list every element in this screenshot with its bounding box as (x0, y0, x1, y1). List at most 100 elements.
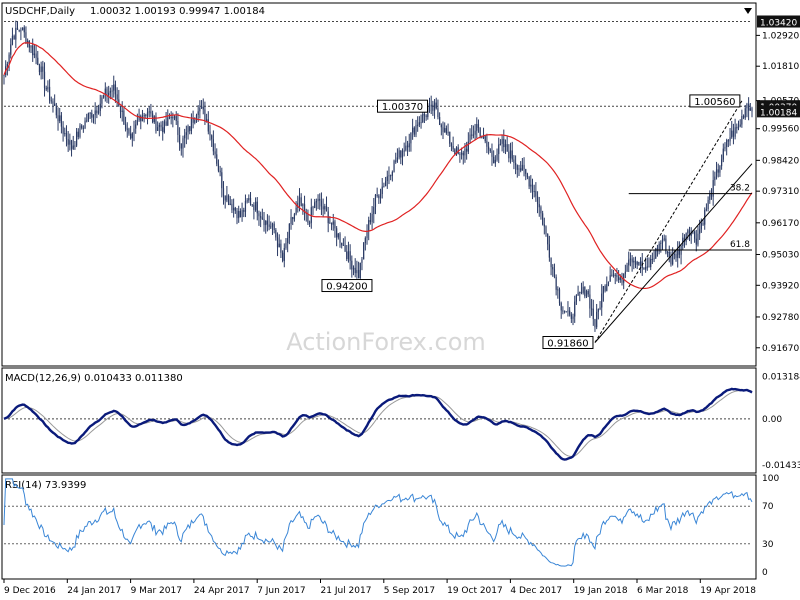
candle-body (271, 223, 274, 227)
candle-body (209, 131, 211, 136)
candle-body (417, 124, 419, 126)
candle-body (233, 207, 235, 211)
candle-body (427, 110, 429, 118)
candle-body (401, 150, 404, 158)
candle-body (148, 111, 150, 113)
candle-body (206, 119, 208, 121)
candle-body (199, 107, 201, 112)
candle-body (374, 194, 377, 207)
candle-body (751, 108, 753, 112)
candle-body (590, 308, 593, 310)
candle-body (329, 222, 331, 224)
candle-body (339, 233, 341, 243)
candle-body (309, 222, 311, 224)
candle-body (192, 118, 194, 123)
candle-body (366, 231, 368, 238)
candle-body (736, 127, 738, 129)
candle-body (688, 230, 691, 237)
candle-body (356, 270, 358, 274)
candle-body (60, 115, 63, 127)
candle-body (287, 238, 289, 244)
candle-body (709, 193, 711, 201)
candle-body (506, 144, 508, 152)
candle-body (222, 188, 225, 196)
candle-body (423, 114, 426, 116)
candle-body (707, 200, 709, 209)
candle-body (101, 97, 103, 104)
candle-body (509, 150, 512, 159)
candle-body (121, 110, 123, 112)
candle-body (204, 109, 206, 121)
candle-body (251, 204, 253, 206)
candle-body (606, 284, 608, 291)
x-axis-label: 7 Jun 2017 (257, 586, 305, 596)
candle-body (596, 311, 598, 328)
annotation-label: 0.91860 (547, 339, 588, 350)
candle-body (337, 233, 339, 238)
candle-body (111, 90, 113, 92)
price-axis-label: 1.02920 (762, 31, 799, 41)
candle-body (361, 259, 363, 263)
candle-body (570, 314, 572, 319)
candle-body (128, 128, 130, 134)
candle-body (246, 200, 248, 202)
candle-body (574, 301, 576, 317)
candle-body (303, 204, 306, 213)
candle-body (261, 217, 263, 219)
x-axis-label: 4 Dec 2017 (510, 586, 562, 596)
price-badge-label: 1.03420 (760, 18, 797, 28)
candle-body (70, 140, 73, 149)
candle-body (55, 105, 57, 116)
candle-body (479, 127, 481, 138)
candle-body (418, 122, 420, 125)
candle-body (472, 134, 474, 136)
macd-axis-label: -0.014335 (762, 461, 800, 471)
candle-body (651, 258, 653, 260)
candle-body (462, 152, 464, 156)
candle-body (447, 131, 449, 134)
candle-body (238, 211, 240, 219)
candle-body (445, 128, 447, 134)
candle-body (290, 217, 292, 224)
candle-body (531, 184, 534, 192)
candle-body (359, 262, 361, 279)
candle-body (77, 131, 79, 137)
candle-body (249, 198, 252, 205)
rsi-line (3, 478, 753, 567)
x-axis-label: 19 Jan 2018 (574, 586, 628, 596)
candle-body (609, 275, 611, 282)
x-axis-label: 24 Jan 2017 (67, 586, 121, 596)
candle-body (452, 146, 454, 150)
candle-body (157, 127, 159, 131)
candle-body (442, 127, 444, 133)
candle-body (266, 220, 269, 225)
chevron-down-icon[interactable] (744, 8, 752, 14)
candle-body (668, 252, 670, 258)
candle-body (623, 273, 625, 283)
candle-body (288, 223, 290, 239)
candle-body (467, 141, 469, 152)
macd-line (3, 387, 753, 461)
candle-body (307, 213, 309, 223)
candle-body (155, 116, 157, 131)
candle-body (256, 201, 258, 214)
candle-body (494, 159, 496, 164)
candle-body (594, 319, 596, 328)
candle-body (319, 198, 321, 201)
candle-body (84, 120, 86, 129)
candle-body (62, 126, 64, 134)
candle-body (666, 252, 669, 254)
candle-body (665, 238, 667, 253)
candle-body (499, 143, 502, 145)
rsi-axis-label: 70 (762, 502, 774, 512)
candle-body (503, 138, 505, 148)
candle-body (428, 106, 431, 111)
candle-body (516, 165, 518, 170)
candle-body (363, 242, 365, 260)
candle-body (278, 243, 280, 248)
candle-body (655, 248, 657, 259)
price-badge-label: 1.00184 (760, 108, 797, 118)
candle-body (123, 110, 125, 125)
candle-body (693, 231, 696, 239)
